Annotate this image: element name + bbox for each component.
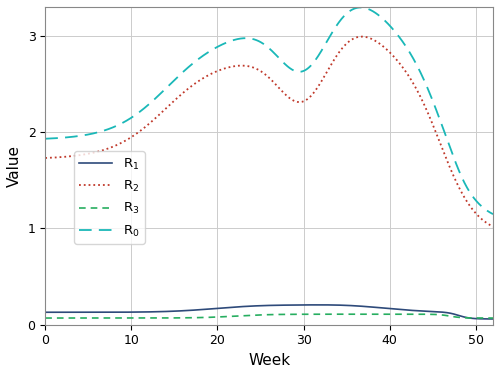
R$_3$: [400, 312, 406, 316]
R$_0$: [358, 5, 364, 10]
R$_1$: [224, 306, 230, 310]
R$_2$: [358, 34, 364, 39]
R$_1$: [350, 303, 356, 308]
R$_1$: [490, 317, 496, 321]
X-axis label: Week: Week: [248, 353, 290, 368]
R$_0$: [350, 7, 356, 12]
R$_2$: [490, 225, 496, 229]
R$_3$: [350, 312, 356, 316]
R$_2$: [42, 156, 48, 160]
R$_3$: [490, 316, 496, 320]
R$_3$: [42, 316, 48, 320]
R$_2$: [240, 63, 246, 68]
R$_0$: [224, 40, 230, 45]
R$_0$: [42, 136, 48, 141]
R$_1$: [316, 303, 322, 307]
R$_2$: [88, 151, 94, 156]
R$_3$: [240, 314, 246, 318]
Line: R$_2$: R$_2$: [45, 37, 493, 227]
Line: R$_1$: R$_1$: [45, 305, 493, 319]
R$_2$: [350, 37, 356, 41]
R$_2$: [400, 66, 406, 70]
R$_0$: [240, 36, 246, 40]
R$_3$: [388, 312, 394, 316]
R$_0$: [88, 132, 94, 136]
R$_1$: [392, 307, 398, 311]
R$_2$: [224, 66, 230, 70]
R$_0$: [400, 40, 406, 44]
R$_1$: [400, 308, 406, 312]
R$_3$: [88, 316, 94, 320]
Legend: R$_1$, R$_2$, R$_3$, R$_0$: R$_1$, R$_2$, R$_3$, R$_0$: [74, 151, 145, 244]
R$_0$: [392, 29, 398, 34]
Y-axis label: Value: Value: [7, 145, 22, 187]
R$_1$: [88, 310, 94, 315]
Line: R$_0$: R$_0$: [45, 8, 493, 214]
Line: R$_3$: R$_3$: [45, 314, 493, 318]
R$_3$: [224, 314, 230, 319]
R$_1$: [42, 310, 48, 315]
R$_3$: [392, 312, 398, 316]
R$_2$: [392, 56, 398, 60]
R$_1$: [240, 304, 246, 309]
R$_0$: [490, 212, 496, 216]
